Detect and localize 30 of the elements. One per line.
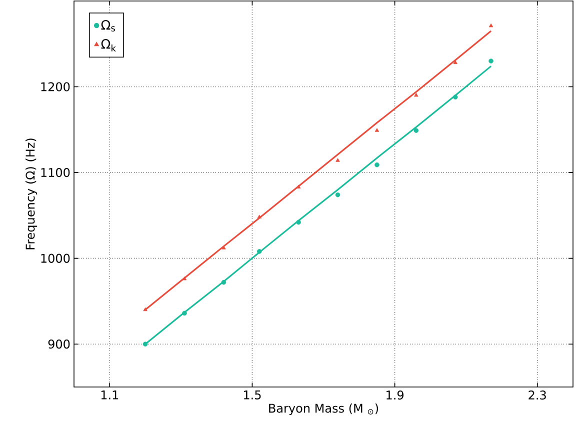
point (336, 158, 340, 162)
point (143, 307, 148, 312)
point (142, 342, 148, 346)
point (257, 214, 262, 218)
point (374, 162, 380, 168)
point (374, 128, 380, 132)
legend-label: Ω$_{k}$ (101, 39, 116, 52)
x-tick-label: 1.5 (244, 390, 261, 400)
x-axis-title: Baryon Mass (M $_{⊙}$) (269, 403, 378, 416)
y-axis-title: Frequency (Ω) (Hz) (25, 138, 38, 250)
point (182, 276, 187, 280)
y-tick-label: 1000 (41, 254, 70, 263)
point (256, 249, 262, 254)
point (453, 60, 458, 64)
point (488, 58, 494, 64)
point (452, 94, 458, 100)
y-tick-label: 1100 (41, 168, 70, 178)
point (182, 310, 187, 316)
x-tick-label: 2.3 (528, 390, 546, 400)
x-tick-label: 1.9 (386, 390, 404, 400)
point (414, 128, 419, 133)
legend-label: Ω$_{s}$ (101, 20, 116, 32)
y-tick-label: 900 (48, 340, 70, 349)
point (335, 192, 340, 198)
y-tick-label: 1200 (41, 82, 70, 92)
point (488, 23, 494, 28)
x-tick-label: 1.1 (101, 390, 118, 400)
point (221, 280, 226, 285)
point (414, 92, 418, 97)
point (296, 220, 301, 225)
